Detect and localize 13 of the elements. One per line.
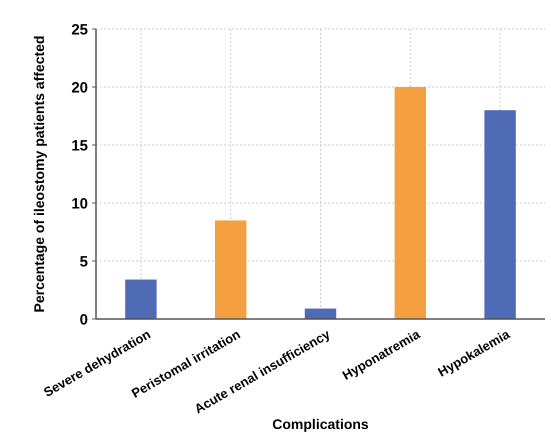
y-tick-label: 10 — [71, 195, 88, 212]
y-tick-label: 20 — [71, 79, 88, 96]
y-tick-label: 15 — [71, 137, 88, 154]
x-axis-title: Complications — [272, 416, 369, 432]
bar — [394, 87, 426, 319]
y-tick-label: 0 — [80, 311, 88, 328]
bar — [214, 220, 246, 319]
y-tick-label: 5 — [80, 253, 88, 270]
bar — [125, 280, 157, 319]
bar — [484, 110, 516, 319]
bar — [304, 308, 336, 319]
y-axis-title: Percentage of ileostomy patients affected — [31, 36, 47, 312]
y-tick-label: 25 — [71, 21, 88, 38]
